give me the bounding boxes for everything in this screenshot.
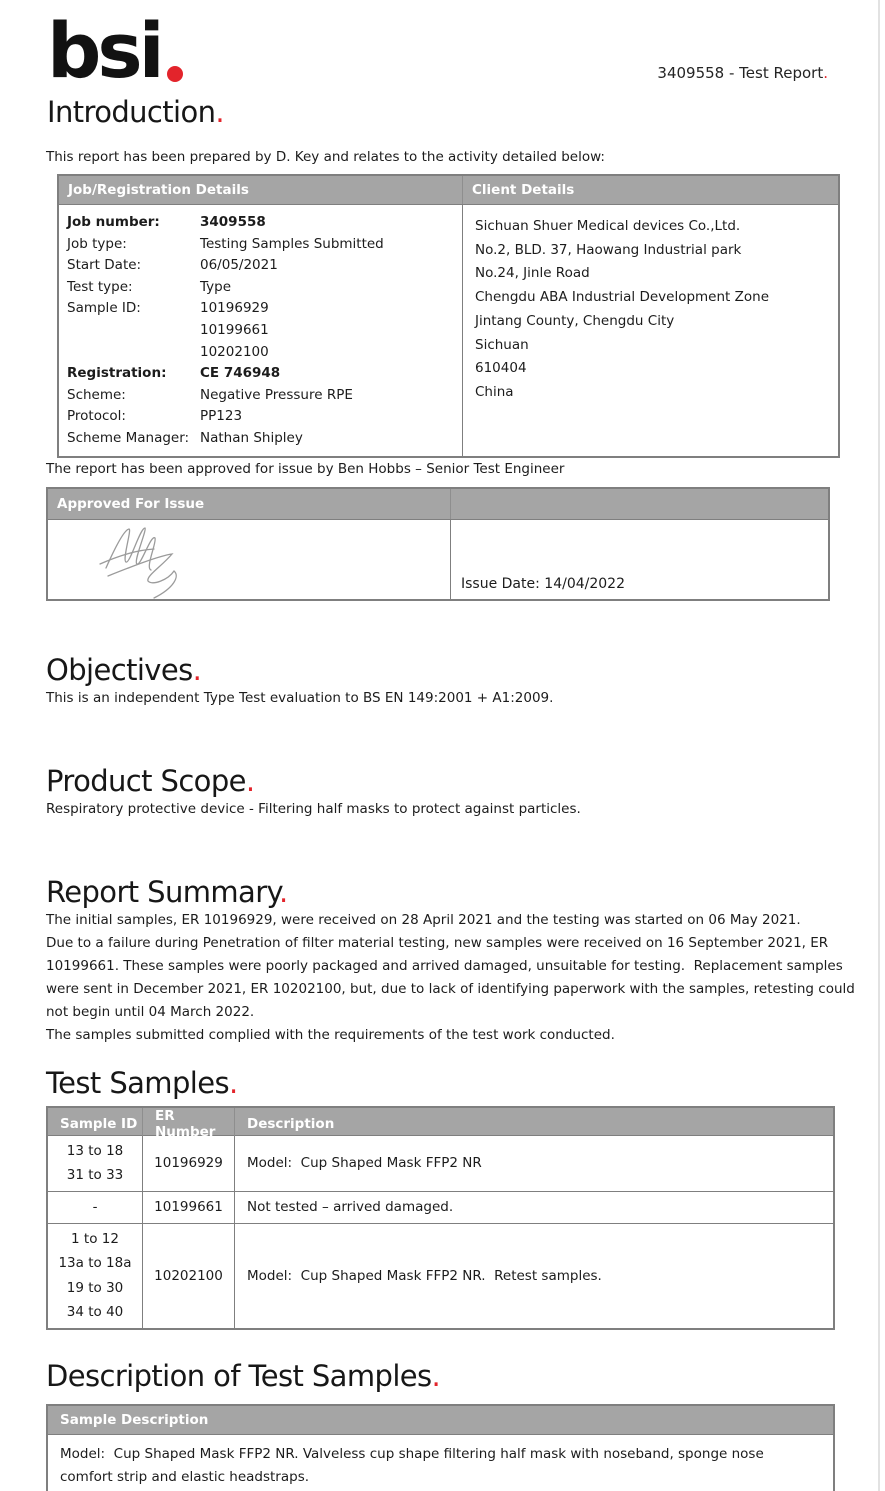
page-right-edge-line [878,0,880,1491]
client-address-line: Sichuan Shuer Medical devices Co.,Ltd. [475,218,741,234]
er-number-cell: 10196929 [142,1135,234,1191]
description-cell: Model: Cup Shaped Mask FFP2 NR [234,1135,833,1191]
job-details-cell: Job number: 3409558 Job type: Testing Samp… [59,205,462,456]
red-period: . [192,652,202,687]
red-period: . [278,874,288,909]
job-row: Test type: Type [67,278,232,295]
job-row: Job number: 3409558 [67,214,266,230]
job-client-table-header: Job/Registration Details Client Details [59,176,838,204]
job-client-details-table: Job/Registration Details Client Details … [57,174,840,458]
issue-date-cell: Issue Date: 14/04/2022 [450,519,828,599]
report-summary-paragraph: Due to a failure during Penetration of f… [46,934,860,1020]
er-number-header-cell: ER Number [142,1107,234,1140]
introduction-lead: This report has been prepared by D. Key … [46,149,605,165]
sample-description-table: Sample Description Model: Cup Shaped Mas… [46,1403,835,1491]
job-row: 10202100 [200,343,269,360]
sample-description-header-cell: Sample Description [48,1405,833,1434]
report-summary-heading: Report Summary. [46,874,288,909]
red-period: . [228,1065,238,1100]
job-row: Protocol: PP123 [67,408,243,425]
er-number-cell: 10202100 [142,1223,234,1328]
job-row: Registration: CE 746948 [67,365,281,382]
product-scope-body: Respiratory protective device - Filterin… [46,800,581,817]
client-address-line: Sichuan [475,336,529,353]
test-samples-table: Sample ID ER Number Description 13 to 18… [46,1105,835,1330]
job-row: Scheme: Negative Pressure RPE [67,386,353,403]
red-period: . [823,64,828,82]
objectives-heading: Objectives. [46,652,202,687]
client-address-line: No.2, BLD. 37, Haowang Industrial park [475,241,742,258]
approved-empty-header-cell [450,488,828,519]
test-samples-heading: Test Samples. [46,1065,238,1100]
introduction-heading: Introduction. [47,95,225,129]
red-period: . [431,1358,441,1393]
page-header: bsi 3409558 - Test Report. [0,0,885,94]
approved-for-issue-table: Approved For Issue Issue Date: 14/04/202… [46,486,830,601]
product-scope-heading: Product Scope. [46,763,255,798]
job-row: Scheme Manager: Nathan Shipley [67,429,303,446]
client-address-line: No.24, Jinle Road [475,265,590,282]
signature-scribble-icon [99,526,177,599]
approved-table-body: Issue Date: 14/04/2022 [48,518,828,599]
bsi-logo: bsi [47,8,183,94]
client-address-line: Chengdu ABA Industrial Development Zone [475,289,770,306]
sample-id-cell: 13 to 18 31 to 33 [66,1142,124,1184]
sample-id-cell: 1 to 12 13a to 18a 19 to 30 34 to 40 [58,1230,132,1321]
job-row: 10199661 [200,321,269,338]
issue-date: Issue Date: 14/04/2022 [461,575,625,592]
client-address-line: China [475,383,514,400]
bsi-logo-text: bsi [47,6,165,95]
objectives-body: This is an independent Type Test evaluat… [46,689,554,706]
description-cell: Model: Cup Shaped Mask FFP2 NR. Retest s… [234,1223,833,1328]
job-row: Job type: Testing Samples Submitted [67,235,384,252]
report-summary-paragraph: The initial samples, ER 10196929, were r… [46,911,801,928]
job-row: Sample ID: 10196929 [67,300,269,317]
job-details-header-cell: Job/Registration Details [68,182,249,198]
client-address-line: Jintang County, Chengdu City [475,312,675,329]
client-details-header-cell: Client Details [462,176,838,204]
client-address-line: 610404 [475,360,527,377]
er-number-cell: 10199661 [142,1191,234,1223]
table-row: 13 to 18 31 to 33 10196929 Model: Cup Sh… [48,1134,833,1191]
bsi-logo-dot-icon [166,66,183,82]
table-row: - 10199661 Not tested – arrived damaged. [48,1190,833,1223]
approval-lead: The report has been approved for issue b… [46,460,565,477]
sample-id-cell: - [92,1198,98,1215]
test-samples-table-header: Sample ID ER Number Description [48,1107,833,1140]
red-period: . [215,95,225,129]
client-details-cell: Sichuan Shuer Medical devices Co.,Ltd. N… [462,205,838,456]
sample-description-body: Model: Cup Shaped Mask FFP2 NR. Valveles… [48,1433,833,1491]
job-client-table-body: Job number: 3409558 Job type: Testing Samp… [59,204,838,456]
report-summary-paragraph: The samples submitted complied with the … [46,1026,615,1043]
approved-for-issue-header-cell: Approved For Issue [57,495,205,512]
job-row: Start Date: 06/05/2021 [67,257,278,274]
description-of-test-samples-heading: Description of Test Samples. [46,1358,441,1393]
red-period: . [245,763,255,798]
approved-table-header: Approved For Issue [48,488,828,519]
description-header-cell: Description [234,1107,833,1140]
sample-id-header-cell: Sample ID [60,1115,138,1132]
table-row: 1 to 12 13a to 18a 19 to 30 34 to 40 102… [48,1222,833,1328]
signature-cell [48,520,450,599]
description-cell: Not tested – arrived damaged. [234,1191,833,1223]
report-reference: 3409558 - Test Report. [657,64,828,82]
